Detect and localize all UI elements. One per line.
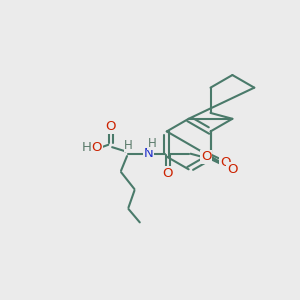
- Text: H: H: [148, 137, 156, 150]
- Text: N: N: [143, 147, 153, 160]
- Text: O: O: [92, 141, 102, 154]
- Text: H: H: [124, 139, 133, 152]
- Text: O: O: [227, 163, 238, 176]
- Text: H: H: [82, 141, 92, 154]
- Text: O: O: [220, 155, 231, 169]
- Text: O: O: [201, 150, 211, 163]
- Text: O: O: [105, 120, 116, 133]
- Text: O: O: [163, 167, 173, 180]
